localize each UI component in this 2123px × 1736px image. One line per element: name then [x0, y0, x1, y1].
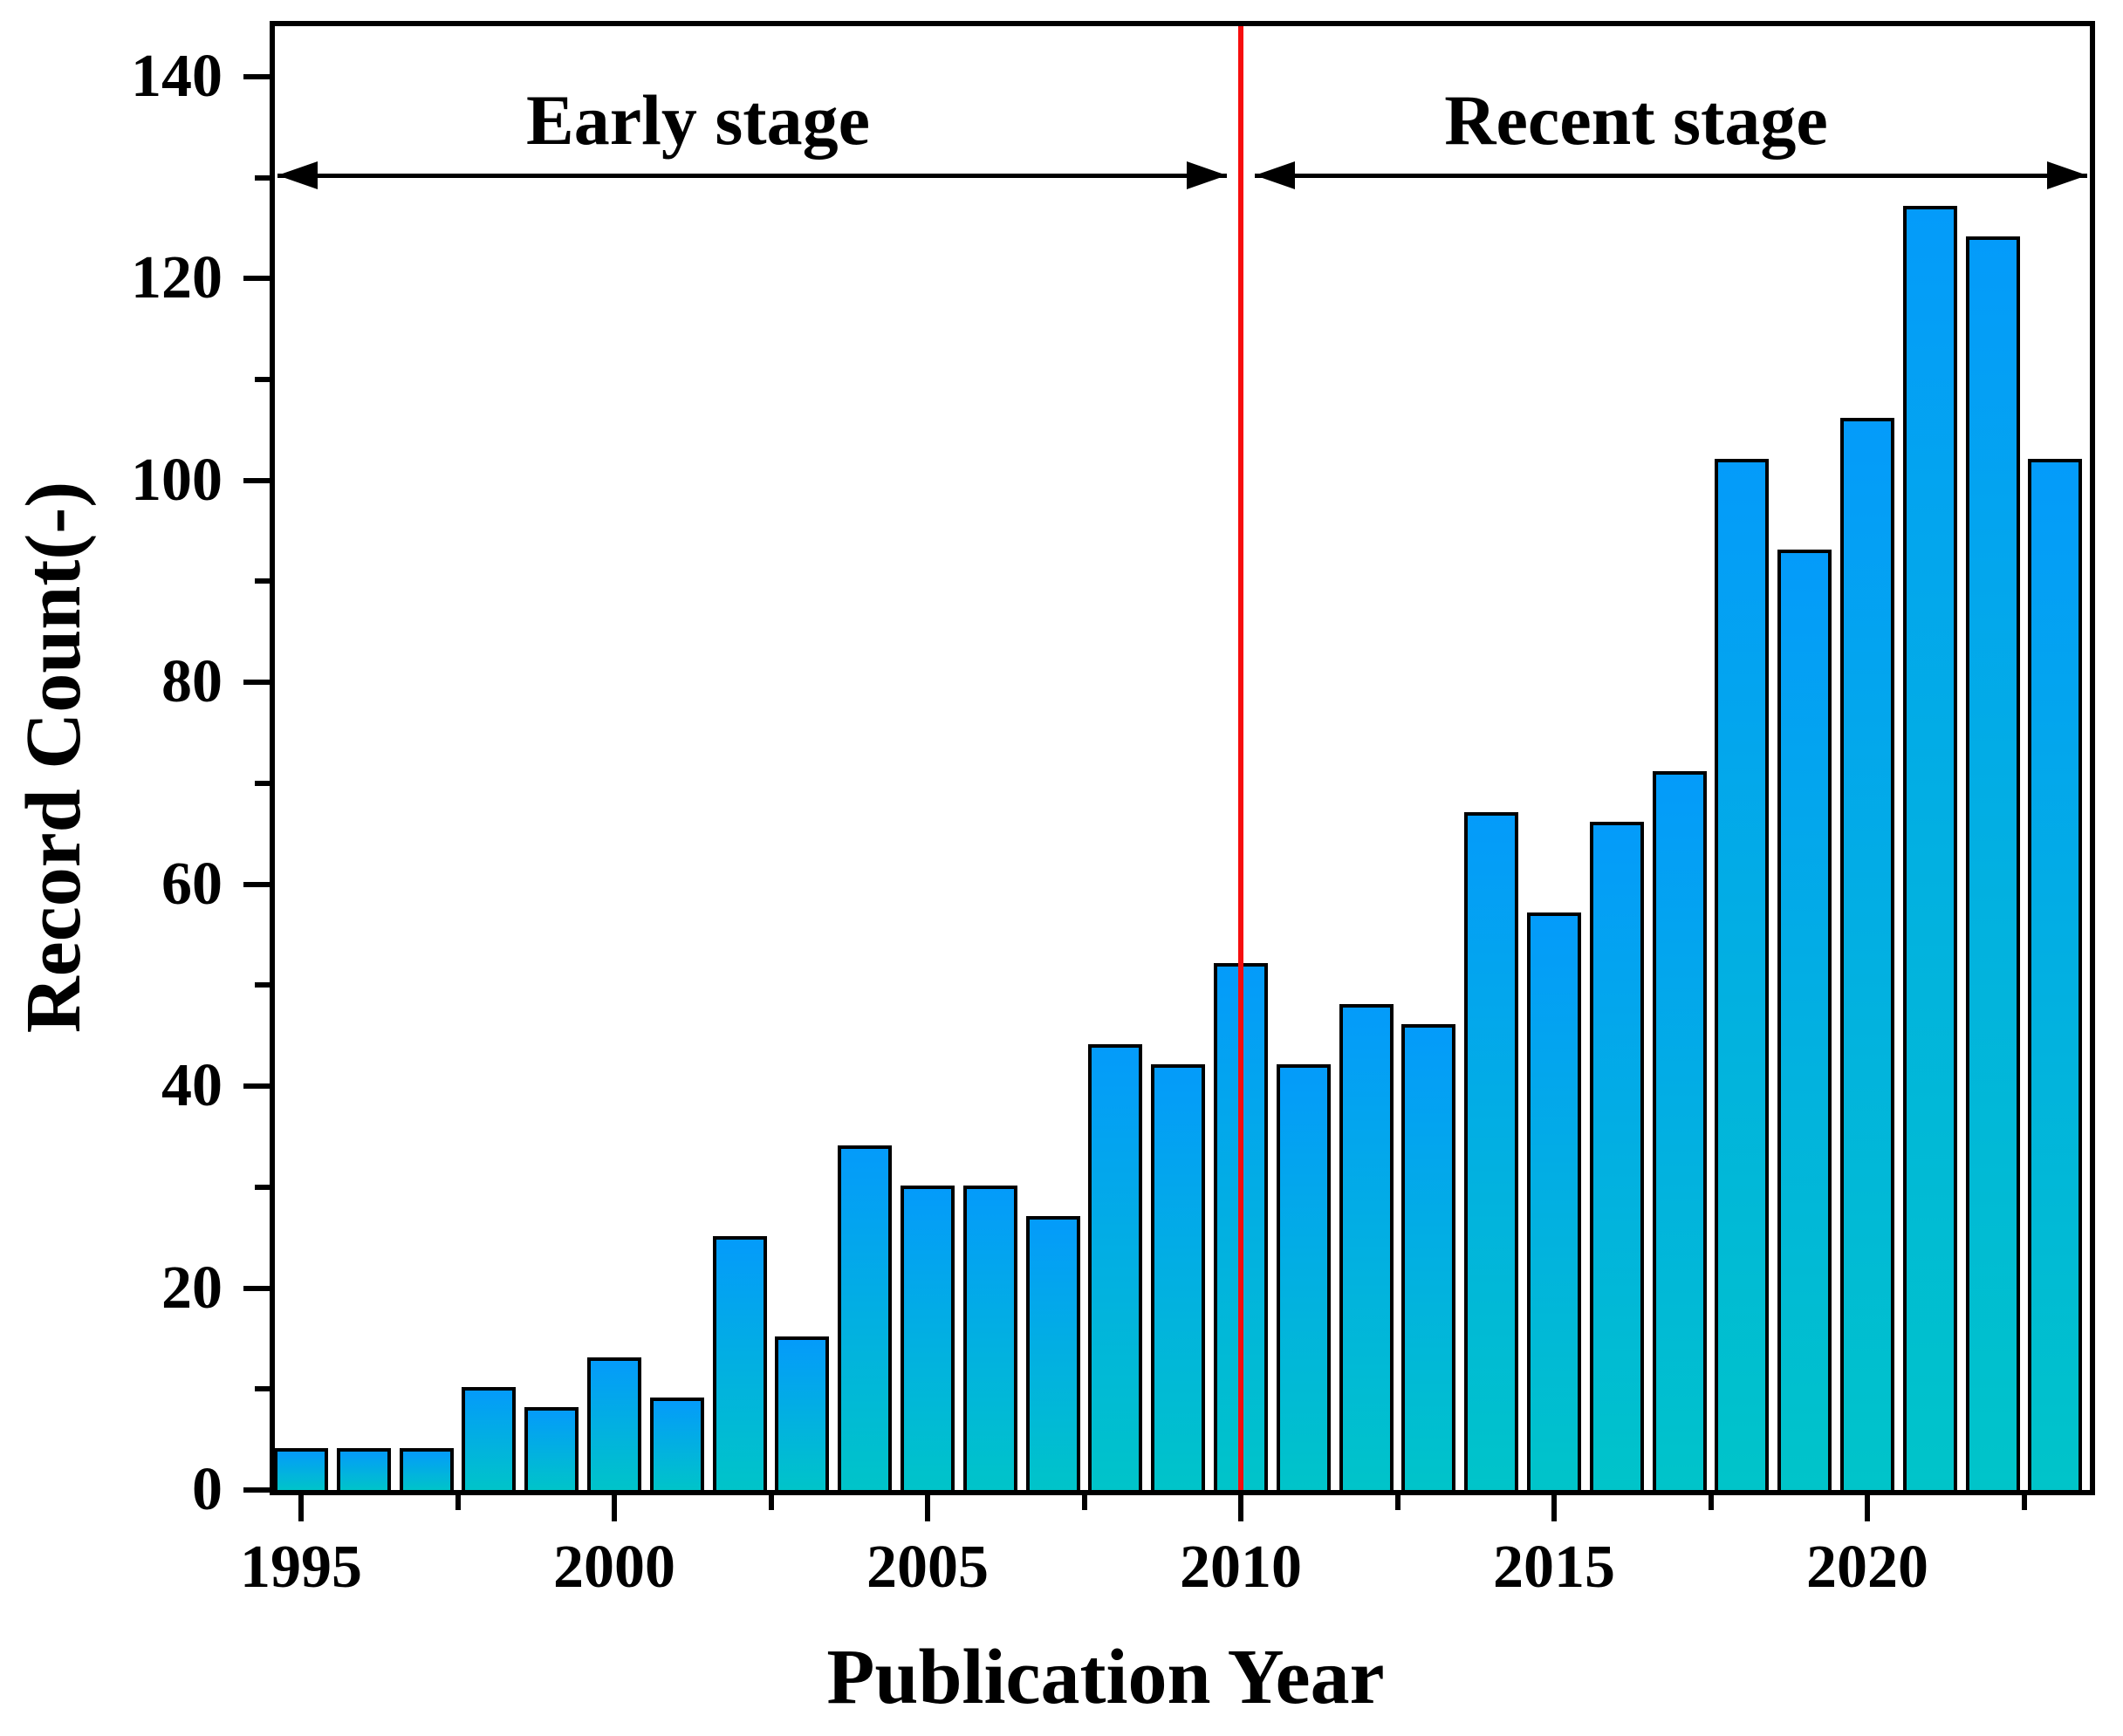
y-tick-140 — [243, 73, 270, 79]
x-minor-tick-2012.5 — [1394, 1495, 1400, 1510]
bar-2023 — [2028, 458, 2083, 1490]
bar-2011 — [1276, 1063, 1331, 1490]
bar-2013 — [1401, 1023, 1456, 1490]
x-tick-2020 — [1865, 1495, 1870, 1521]
x-tick-2010 — [1238, 1495, 1243, 1521]
y-tick-60 — [243, 881, 270, 887]
bar-2016 — [1589, 822, 1644, 1490]
x-minor-tick-2017.5 — [1708, 1495, 1714, 1510]
y-tick-80 — [243, 680, 270, 686]
y-minor-tick-90 — [255, 578, 270, 584]
bar-2020 — [1840, 418, 1894, 1490]
y-tick-label-0: 0 — [192, 1456, 223, 1523]
bar-1997 — [399, 1447, 454, 1490]
bar-2001 — [649, 1397, 704, 1490]
bar-2003 — [775, 1336, 830, 1490]
y-minor-tick-50 — [255, 982, 270, 988]
y-tick-label-40: 40 — [161, 1052, 223, 1120]
bar-1998 — [462, 1387, 517, 1490]
x-tick-label-2010: 2010 — [1180, 1534, 1302, 1601]
bar-2005 — [901, 1185, 955, 1490]
y-tick-40 — [243, 1083, 270, 1090]
plot-area — [270, 21, 2095, 1495]
x-minor-tick-2007.5 — [1081, 1495, 1087, 1510]
bar-2019 — [1777, 549, 1832, 1490]
y-tick-20 — [243, 1285, 270, 1291]
y-tick-label-60: 60 — [161, 850, 223, 918]
x-tick-label-2005: 2005 — [866, 1534, 989, 1601]
bar-2014 — [1464, 811, 1519, 1490]
y-tick-100 — [243, 477, 270, 483]
bar-2022 — [1965, 236, 2020, 1490]
bar-2017 — [1652, 771, 1707, 1490]
recent-stage-arrow-right-arrowhead-icon — [2047, 161, 2087, 189]
x-tick-2000 — [612, 1495, 617, 1521]
y-tick-label-20: 20 — [161, 1254, 223, 1322]
y-minor-tick-130 — [255, 174, 270, 181]
x-tick-1995 — [298, 1495, 304, 1521]
early-stage-arrow-line — [277, 174, 1227, 178]
y-tick-120 — [243, 276, 270, 282]
bar-2015 — [1527, 912, 1581, 1490]
bar-2007 — [1025, 1215, 1080, 1490]
bar-2018 — [1715, 458, 1770, 1490]
y-tick-label-140: 140 — [131, 42, 223, 110]
y-tick-label-120: 120 — [131, 244, 223, 312]
bar-2009 — [1151, 1063, 1206, 1490]
x-minor-tick-1997.5 — [455, 1495, 461, 1510]
recent-stage-arrow-line — [1255, 174, 2087, 178]
y-minor-tick-110 — [255, 377, 270, 383]
bar-2004 — [838, 1145, 893, 1490]
bar-2021 — [1902, 206, 1957, 1490]
bar-1995 — [275, 1447, 328, 1490]
y-minor-tick-10 — [255, 1386, 270, 1392]
bar-2006 — [962, 1185, 1017, 1490]
x-tick-label-2000: 2000 — [553, 1534, 675, 1601]
x-minor-tick-2002.5 — [768, 1495, 774, 1510]
y-tick-label-80: 80 — [161, 648, 223, 716]
x-tick-label-2015: 2015 — [1493, 1534, 1615, 1601]
recent-stage-label: Recent stage — [1444, 80, 1828, 160]
recent-stage-arrow-left-arrowhead-icon — [1255, 161, 1295, 189]
early-stage-arrow-right-arrowhead-icon — [1187, 161, 1227, 189]
y-minor-tick-30 — [255, 1184, 270, 1190]
y-tick-0 — [243, 1487, 270, 1493]
bar-1996 — [336, 1447, 391, 1490]
bar-2002 — [712, 1235, 767, 1490]
x-axis-title: Publication Year — [826, 1634, 1385, 1720]
y-tick-label-100: 100 — [131, 446, 223, 514]
bar-2000 — [587, 1357, 641, 1490]
early-stage-label: Early stage — [526, 80, 870, 160]
y-minor-tick-70 — [255, 780, 270, 786]
x-tick-2015 — [1551, 1495, 1557, 1521]
x-tick-2005 — [925, 1495, 930, 1521]
x-tick-label-1995: 1995 — [240, 1534, 362, 1601]
x-tick-label-2020: 2020 — [1806, 1534, 1928, 1601]
stage-divider-line — [1238, 26, 1243, 1490]
bar-2008 — [1088, 1043, 1143, 1490]
bar-2012 — [1339, 1003, 1394, 1490]
bar-1999 — [524, 1407, 579, 1490]
x-minor-tick-2022.5 — [2021, 1495, 2027, 1510]
early-stage-arrow-left-arrowhead-icon — [277, 161, 318, 189]
